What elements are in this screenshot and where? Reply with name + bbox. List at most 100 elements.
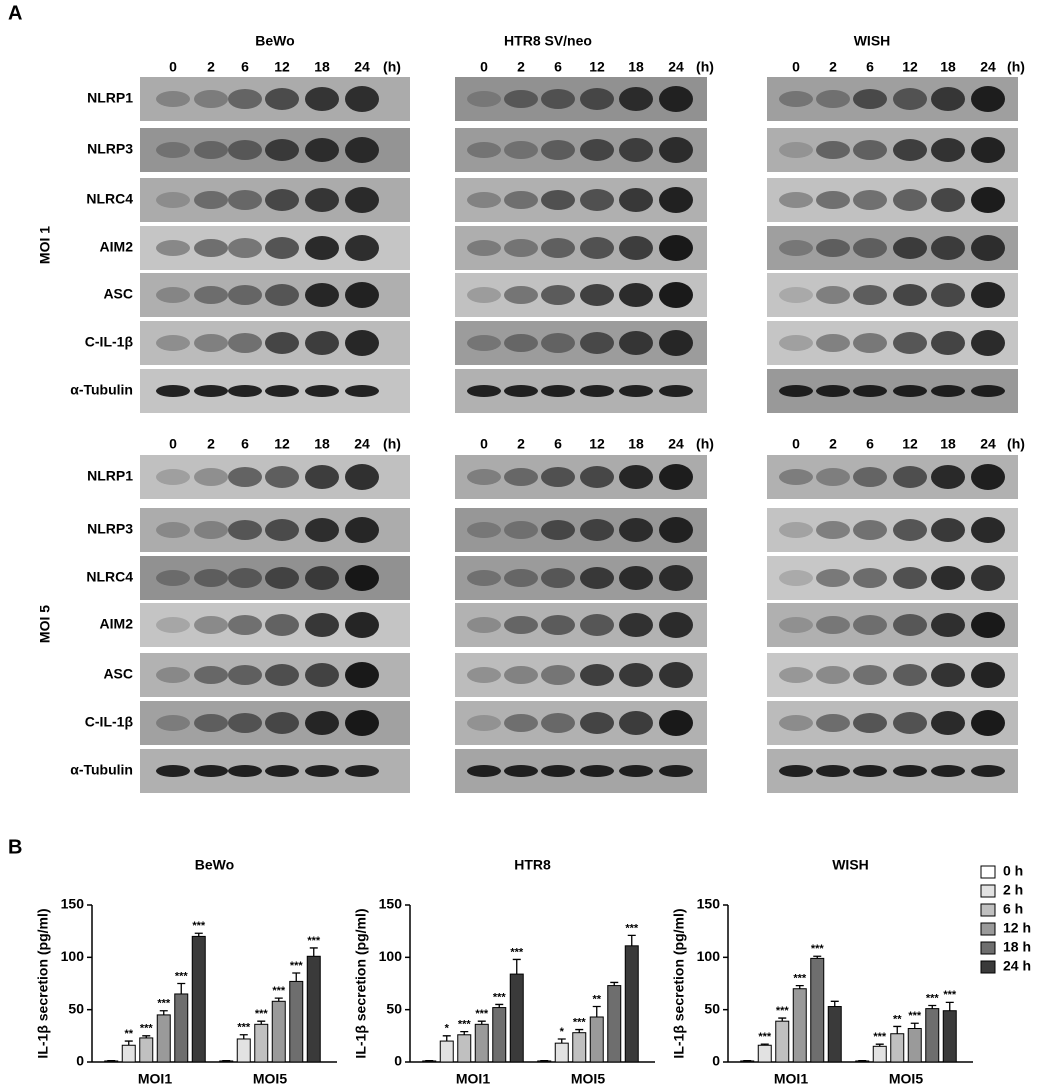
protein-label: ASC [103,666,133,682]
blot-band [779,287,813,303]
significance: *** [255,1008,269,1020]
blot-band [228,765,262,777]
bar [572,1032,587,1063]
x-tick-label: MOI1 [456,1071,490,1087]
blot-band [580,332,614,354]
significance: *** [573,1016,587,1028]
time-unit: (h) [696,59,714,75]
blot-band [893,139,927,161]
significance: *** [458,1019,472,1031]
bar [925,1008,940,1063]
blot-band [194,286,228,304]
blot-band [156,240,190,256]
chart-title: WISH [832,857,869,873]
blot-band [779,522,813,538]
bar [624,945,639,1063]
significance: *** [290,960,304,972]
blot-band [893,332,927,354]
protein-label: NLRP3 [87,141,133,157]
blot-band [580,385,614,397]
legend-label: 12 h [1003,920,1031,936]
blot-band [779,765,813,777]
error-bar [760,1043,769,1046]
blot-band [228,568,262,588]
bar [757,1044,772,1063]
blot-band [619,566,653,590]
blot-band [816,191,850,209]
blot-band [541,333,575,353]
blot-band [619,138,653,162]
blot-band [659,710,693,736]
blot-band [619,331,653,355]
error-bar [830,1000,839,1007]
significance: *** [272,985,286,997]
time-unit: (h) [383,436,401,452]
blot-band [194,385,228,397]
blot-band [228,285,262,305]
time-unit: (h) [383,59,401,75]
legend-label: 0 h [1003,863,1023,879]
blot-band [971,517,1005,543]
blot-band [345,187,379,213]
blot-band [345,464,379,490]
blot-band [580,664,614,686]
blot-band [893,88,927,110]
blot-band [931,465,965,489]
y-tick-label: 100 [697,948,721,964]
y-tick-label: 150 [697,896,721,912]
blot-band [580,466,614,488]
bar [121,1044,136,1063]
blot-band [619,465,653,489]
protein-label: AIM2 [100,239,134,255]
blot-band [194,569,228,587]
bar [271,1000,286,1063]
blot-band [779,715,813,731]
blot-band [619,236,653,260]
blot-band [156,142,190,158]
blot-band [504,569,538,587]
blot-band [194,765,228,777]
significance: ** [124,1028,133,1040]
blot-band [265,139,299,161]
blot-band [345,765,379,777]
blot-band [619,765,653,777]
blot-band [580,614,614,636]
bar [509,973,524,1063]
blot-band [156,335,190,351]
blot-band [853,385,887,397]
blot-band [194,666,228,684]
error-bar [795,984,804,989]
error-bar [495,1003,504,1008]
legend-swatch [980,960,996,974]
blot-band [467,385,501,397]
blot-band [228,665,262,685]
y-tick-label: 0 [394,1053,402,1069]
blot-band [659,86,693,112]
blot-band [971,235,1005,261]
panel-label: A [8,2,22,24]
blot-band [580,712,614,734]
blot-band [504,334,538,352]
timepoint-label: 18 [940,59,956,75]
blot-band [156,765,190,777]
error-bar [124,1040,133,1046]
y-tick-label: 50 [68,1000,84,1016]
cell-line-title: BeWo [255,33,294,49]
legend-swatch [980,865,996,879]
blot-band [265,466,299,488]
blot-band [931,331,965,355]
blot-band [893,237,927,259]
bar [827,1006,842,1063]
error-bar [239,1034,248,1039]
timepoint-label: 2 [517,59,525,75]
blot-band [971,662,1005,688]
blot-band [580,139,614,161]
blot-band [541,89,575,109]
blot-band [779,469,813,485]
blot-band [580,189,614,211]
blot-band [467,335,501,351]
error-bar [257,1020,266,1025]
blot-band [659,517,693,543]
panel-label: B [8,836,22,858]
protein-label: NLRP3 [87,521,133,537]
